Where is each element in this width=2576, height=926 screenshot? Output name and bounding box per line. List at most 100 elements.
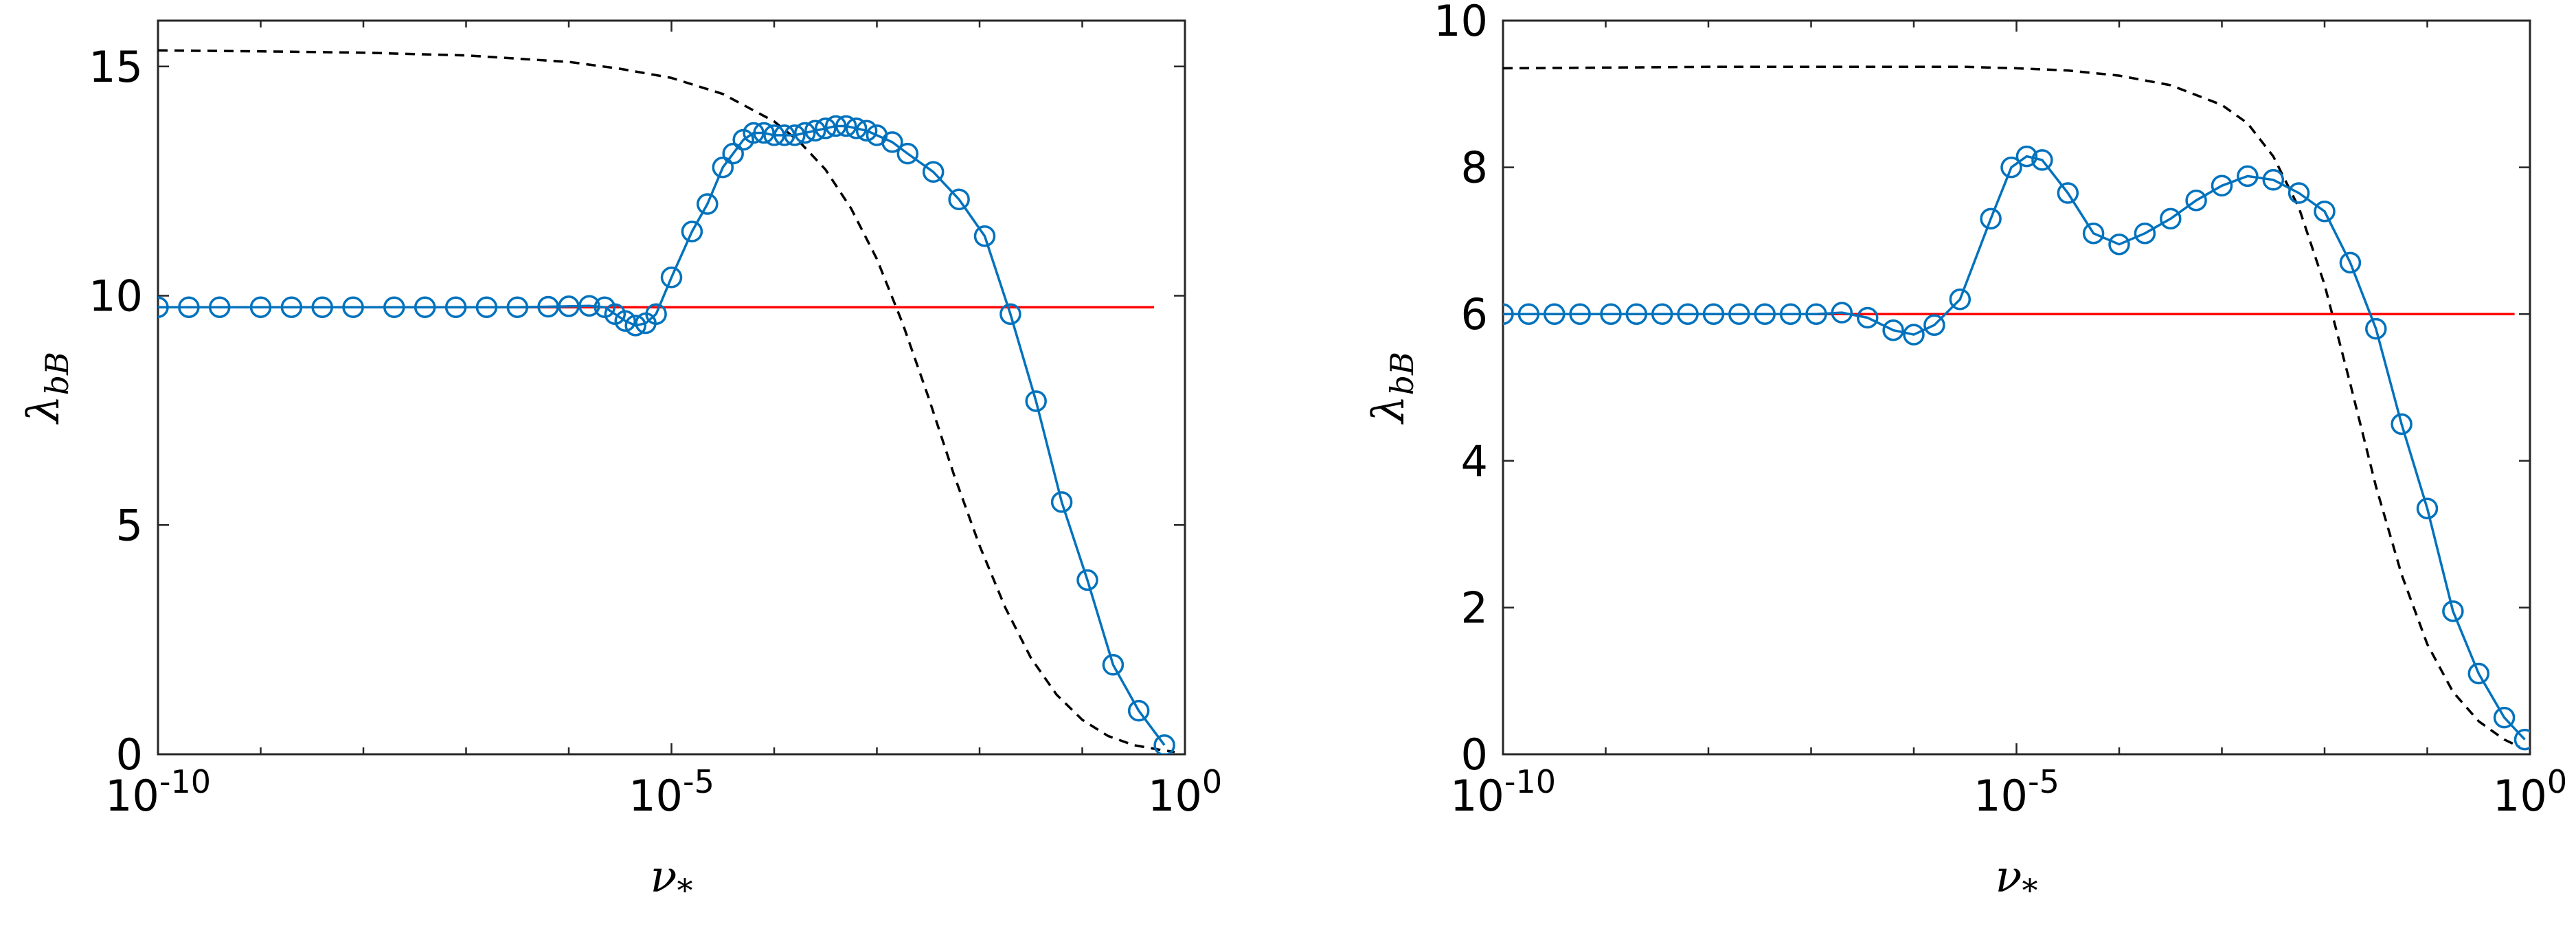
data-point xyxy=(2134,222,2156,245)
x-tick-label-exponent: -5 xyxy=(2028,763,2059,800)
data-point xyxy=(558,295,580,317)
data-point xyxy=(2160,207,2182,230)
data-point xyxy=(922,161,945,183)
data-point xyxy=(578,295,600,317)
data-point xyxy=(722,142,744,165)
data-point xyxy=(835,115,857,137)
data-point xyxy=(1702,303,1725,325)
y-axis-label-main: λ xyxy=(1364,395,1414,425)
data-point xyxy=(1923,314,1945,336)
y-tick-label: 4 xyxy=(1461,436,1488,486)
data-point xyxy=(645,303,667,325)
data-point xyxy=(614,310,636,332)
data-point xyxy=(845,117,868,139)
data-point xyxy=(1025,390,1047,412)
x-tick-label-exponent: 0 xyxy=(1202,763,1222,800)
data-point xyxy=(753,122,775,144)
data-point xyxy=(1517,303,1540,325)
y-tick-label: 0 xyxy=(1461,730,1488,780)
data-point xyxy=(1600,303,1622,325)
data-point xyxy=(973,225,996,247)
data-point xyxy=(1856,306,1879,329)
x-tick-label-base: 10 xyxy=(105,771,159,821)
data-point xyxy=(444,296,467,318)
data-point xyxy=(2262,169,2285,191)
data-point xyxy=(743,122,765,144)
data-point xyxy=(249,296,272,318)
data-point xyxy=(2031,149,2053,171)
data-point xyxy=(1949,289,1971,310)
x-axis-label-main: ν xyxy=(1996,852,2022,903)
data-point xyxy=(2493,706,2516,729)
x-tick-label-base: 10 xyxy=(2493,771,2547,821)
data-point xyxy=(475,296,498,318)
data-point xyxy=(1903,324,1925,346)
y-tick-label: 2 xyxy=(1461,583,1488,633)
data-point xyxy=(1882,319,1904,341)
y-tick-label: 10 xyxy=(1434,0,1488,46)
y-tick-label: 10 xyxy=(89,271,143,321)
data-point xyxy=(804,120,826,142)
data-point xyxy=(881,131,903,153)
plot-frame xyxy=(1502,19,2531,756)
x-tick-label-base: 10 xyxy=(1148,771,1202,821)
data-point xyxy=(660,267,683,289)
data-point xyxy=(2513,728,2530,751)
data-point xyxy=(414,296,436,318)
data-point xyxy=(2108,233,2130,256)
data-point xyxy=(2000,156,2022,179)
x-tick-label-base: 10 xyxy=(1450,771,1504,821)
data-point xyxy=(383,296,405,318)
data-point xyxy=(2442,600,2464,622)
data-point xyxy=(2057,182,2079,204)
x-tick-label-exponent: -10 xyxy=(1504,763,1556,800)
data-point xyxy=(506,296,529,318)
dashed-reference-line xyxy=(1503,65,2520,748)
data-point xyxy=(681,221,703,242)
data-point xyxy=(2416,497,2439,519)
y-tick-label: 5 xyxy=(116,500,143,550)
data-point xyxy=(1651,303,1673,325)
x-tick-label: 100 xyxy=(1148,763,1222,821)
data-point xyxy=(1050,491,1073,513)
data-point xyxy=(2237,165,2259,188)
data-point xyxy=(2314,200,2336,223)
data-point xyxy=(855,120,878,142)
y-tick-label: 6 xyxy=(1461,289,1488,339)
data-point xyxy=(2015,145,2038,168)
data-series-line xyxy=(1503,155,2526,741)
x-axis-label-sub: * xyxy=(2022,872,2037,909)
data-point xyxy=(948,188,970,211)
data-point xyxy=(1779,303,1802,325)
data-point xyxy=(824,115,847,137)
data-point xyxy=(773,124,795,146)
data-point xyxy=(697,193,719,215)
x-axis-label-sub: * xyxy=(677,872,692,909)
data-point xyxy=(2365,317,2387,340)
series-3 xyxy=(158,115,1175,754)
data-point xyxy=(1805,303,1827,325)
data-point xyxy=(1076,569,1098,591)
data-point xyxy=(1569,303,1591,325)
data-point xyxy=(280,296,303,318)
data-point xyxy=(342,296,364,318)
data-point xyxy=(1544,303,1566,325)
x-axis-label: ν* xyxy=(1996,852,2038,909)
data-point xyxy=(2082,222,2105,245)
data-series-line xyxy=(158,124,1166,746)
y-axis-label-sub: bB xyxy=(1383,352,1421,395)
x-tick-label: 10-10 xyxy=(1450,763,1556,821)
data-point xyxy=(763,124,785,146)
data-point xyxy=(815,117,837,139)
data-point xyxy=(1831,302,1853,324)
data-point xyxy=(896,142,919,165)
y-axis-label: λbB xyxy=(1364,352,1421,425)
data-point xyxy=(2185,189,2207,212)
data-point xyxy=(1127,699,1150,722)
data-point xyxy=(208,296,231,318)
y-axis-label: λbB xyxy=(19,352,76,425)
data-point xyxy=(1980,207,2002,230)
data-point xyxy=(712,156,734,179)
